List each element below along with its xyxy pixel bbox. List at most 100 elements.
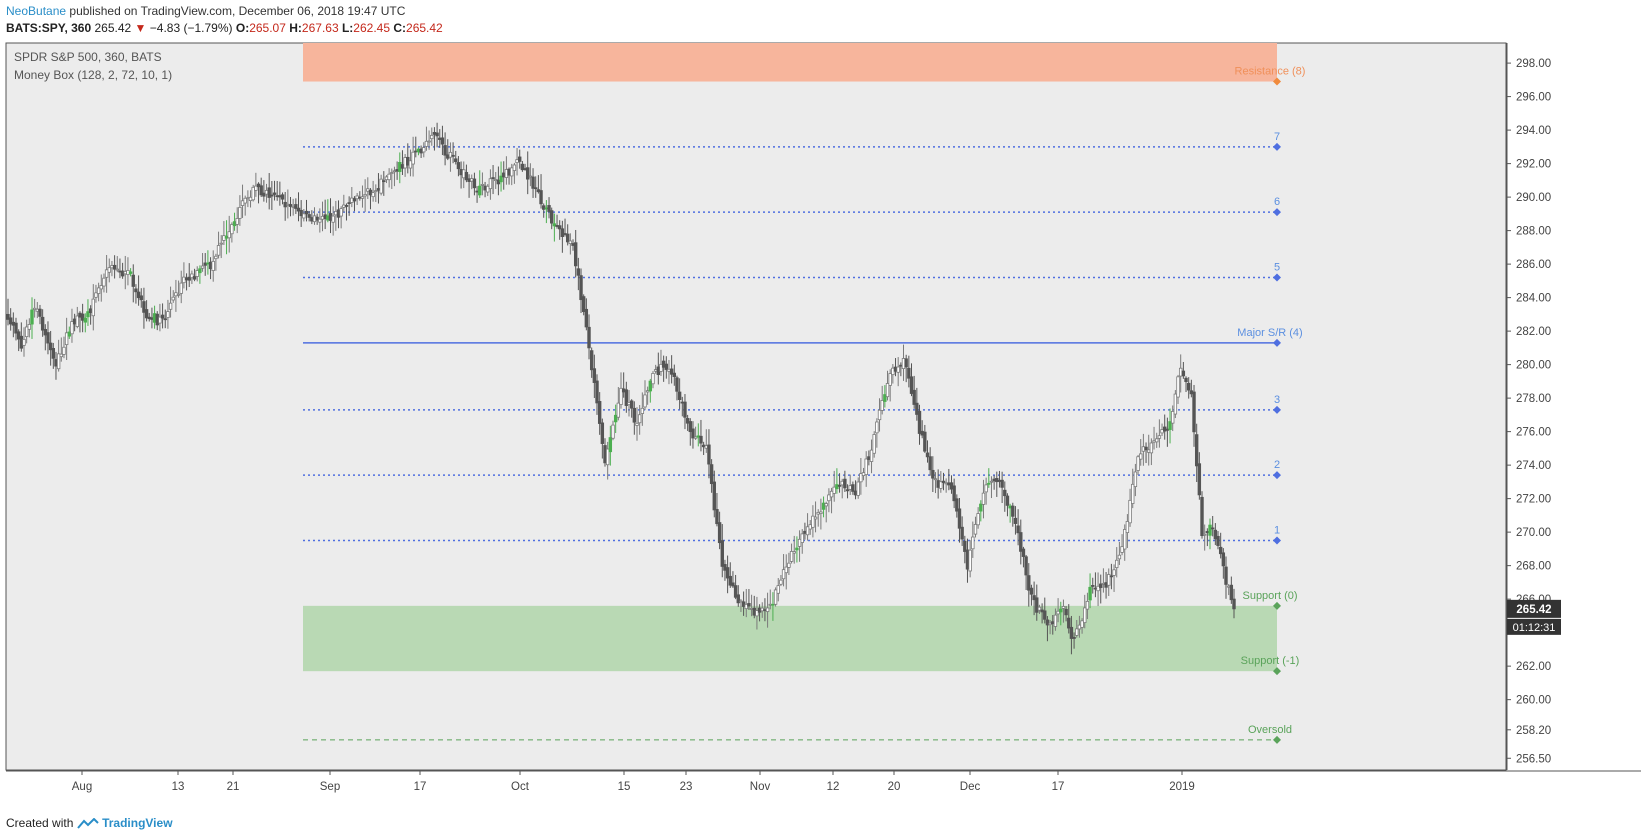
candle-body — [470, 178, 474, 182]
low-label: L: — [341, 21, 354, 35]
candle-body — [973, 524, 978, 535]
candle-body — [56, 353, 61, 370]
candle-body — [693, 436, 698, 439]
candle-body — [1218, 546, 1223, 555]
candle-body — [352, 198, 357, 202]
candle-body — [126, 269, 130, 276]
candle-body — [832, 486, 836, 494]
candle-body — [451, 154, 455, 157]
candle-body — [856, 481, 860, 496]
candle-body — [518, 156, 522, 162]
candle-body — [166, 311, 170, 318]
candle-body — [16, 331, 21, 340]
candle-body — [1125, 521, 1130, 534]
x-tick-label: 17 — [1052, 781, 1065, 793]
candle-body — [928, 456, 932, 471]
candle-body — [91, 298, 95, 317]
candle-body — [1194, 434, 1199, 467]
candle-body — [320, 215, 325, 220]
tradingview-logo-icon[interactable] — [76, 816, 102, 830]
tradingview-link[interactable]: TradingView — [102, 816, 173, 830]
candle-body — [144, 309, 149, 319]
candle-body — [864, 458, 868, 476]
candle-body — [334, 210, 338, 216]
candle-body — [605, 448, 610, 466]
candle-body — [227, 231, 231, 239]
candle-body — [240, 200, 245, 206]
candle-body — [872, 434, 876, 454]
candle-body — [560, 228, 565, 237]
candle-body — [1229, 584, 1234, 601]
candle-body — [1232, 598, 1236, 610]
candle-body — [411, 151, 415, 165]
candle-body — [669, 368, 674, 375]
y-tick-label: 272.00 — [1516, 494, 1551, 506]
x-tick-label: 21 — [227, 781, 240, 793]
candle-body — [747, 603, 751, 607]
level-marker-icon — [1273, 667, 1281, 676]
candle-body — [115, 268, 119, 271]
candle-body — [336, 209, 341, 218]
candle-body — [472, 178, 477, 189]
candle-body — [211, 260, 215, 271]
candle-body — [731, 582, 735, 587]
candle-body — [432, 132, 437, 135]
candle-body — [1226, 585, 1231, 588]
candle-body — [989, 480, 994, 483]
candle-body — [312, 215, 317, 223]
candle-body — [507, 168, 511, 176]
candle-body — [288, 204, 293, 207]
candle-body — [552, 223, 557, 227]
author-link[interactable]: NeoButane — [6, 4, 67, 18]
level-marker-icon — [1273, 77, 1281, 86]
candle-body — [459, 169, 463, 176]
candle-body — [1099, 583, 1103, 588]
candle-body — [256, 183, 261, 188]
candle-body — [672, 372, 677, 377]
legend-indicator: Money Box (128, 2, 72, 10, 1) — [14, 68, 172, 82]
candle-body — [1221, 552, 1226, 567]
candle-body — [621, 388, 626, 393]
candle-body — [800, 533, 804, 543]
candle-body — [238, 206, 242, 219]
candle-body — [382, 180, 386, 183]
candle-body — [1035, 597, 1039, 613]
candle-body — [152, 313, 157, 323]
candle-body — [1144, 446, 1148, 451]
candle-body — [104, 269, 109, 278]
candle-body — [491, 177, 495, 179]
candle-body — [286, 203, 290, 206]
candle-body — [475, 190, 479, 193]
candle-body — [51, 348, 56, 359]
y-tick-label: 262.00 — [1516, 661, 1551, 673]
candle-body — [957, 508, 962, 529]
candle-body — [1083, 607, 1087, 623]
candle-body — [251, 186, 255, 201]
candle-body — [797, 538, 802, 547]
candle-body — [763, 609, 767, 612]
candle-body — [901, 358, 906, 369]
candle-body — [22, 338, 26, 346]
candle-body — [840, 480, 844, 486]
candle-body — [707, 444, 711, 465]
candle-body — [749, 608, 754, 610]
candle-body — [230, 224, 234, 235]
candle-body — [845, 489, 850, 492]
y-tick-label: 290.00 — [1516, 192, 1551, 204]
candle-body — [486, 185, 490, 193]
candle-body — [1208, 524, 1212, 536]
candle-body — [909, 376, 914, 394]
candle-body — [947, 482, 951, 486]
y-tick-label: 256.50 — [1516, 753, 1551, 765]
candle-body — [416, 148, 421, 153]
candle-body — [280, 194, 285, 200]
candle-body — [440, 137, 445, 145]
candle-body — [912, 389, 916, 405]
candle-body — [760, 607, 764, 612]
candle-body — [592, 368, 597, 383]
candle-body — [979, 503, 983, 512]
candle-body — [699, 435, 703, 444]
candle-body — [464, 171, 469, 181]
candle-body — [741, 601, 746, 607]
